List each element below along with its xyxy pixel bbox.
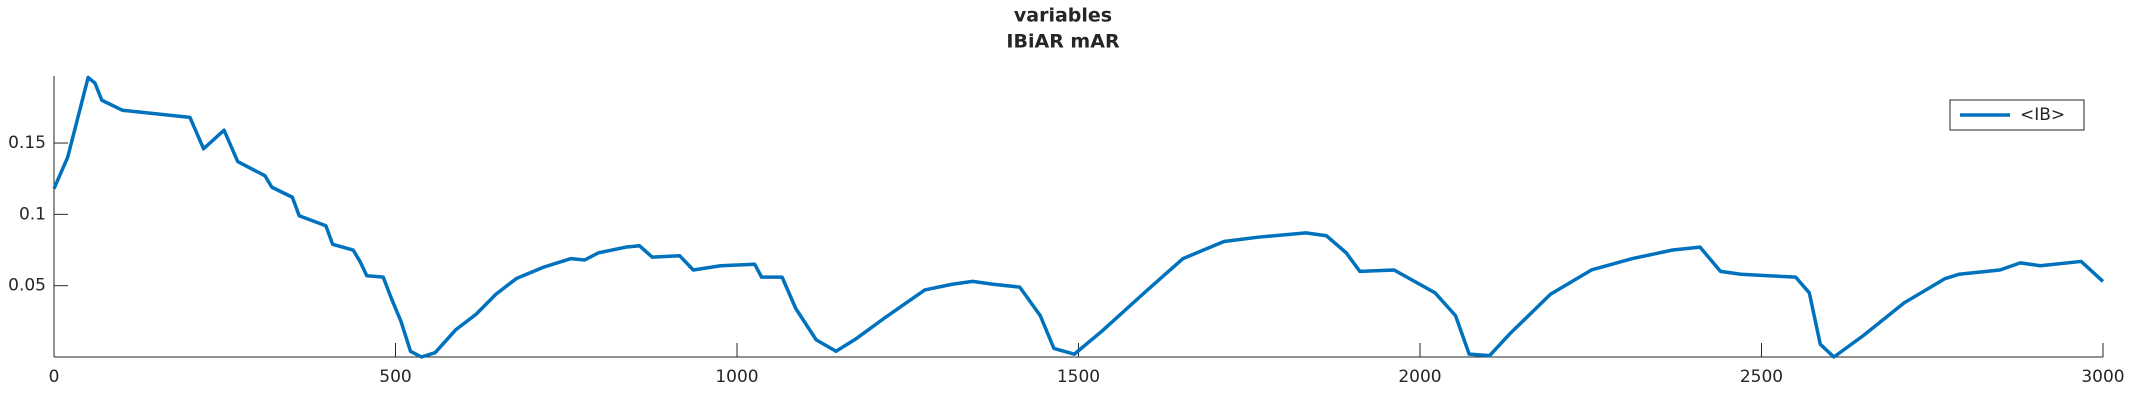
chart-subtitle: IBiAR mAR <box>1006 31 1120 53</box>
x-tick-label: 2000 <box>1398 367 1441 387</box>
legend-label: <IB> <box>2020 105 2065 125</box>
y-tick-label: 0.05 <box>8 276 46 296</box>
data-line <box>52 75 2105 359</box>
chart-title: variables <box>1014 5 1112 27</box>
y-tick-label: 0.15 <box>8 133 46 153</box>
x-tick-label: 1500 <box>1057 367 1100 387</box>
x-tick-label: 500 <box>379 367 411 387</box>
x-tick-label: 1000 <box>715 367 758 387</box>
y-tick-label: 0.1 <box>19 204 46 224</box>
x-tick-label: 0 <box>49 367 60 387</box>
x-tick-label: 2500 <box>1740 367 1783 387</box>
x-tick-label: 3000 <box>2081 367 2124 387</box>
